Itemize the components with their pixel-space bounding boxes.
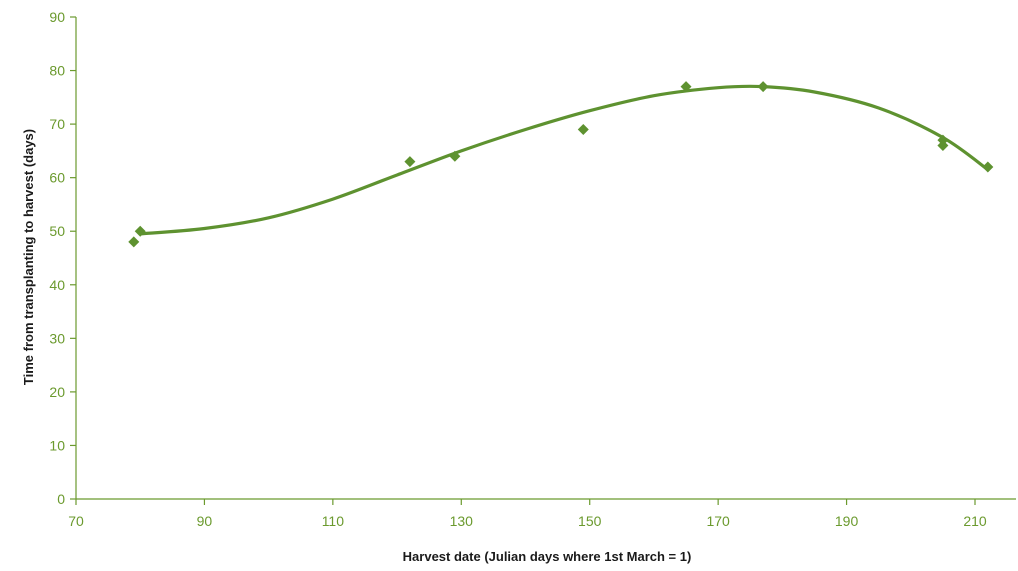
- y-axis-title: Time from transplanting to harvest (days…: [21, 129, 36, 385]
- data-point: [757, 81, 769, 93]
- data-point: [982, 161, 994, 173]
- data-point: [404, 156, 416, 168]
- data-point: [449, 150, 461, 162]
- x-tick-label: 130: [450, 513, 474, 529]
- trendline-layer: [138, 84, 990, 236]
- x-tick-label: 90: [197, 513, 213, 529]
- x-tick-label: 150: [578, 513, 602, 529]
- data-points: [128, 81, 994, 248]
- x-tick-label: 70: [68, 513, 84, 529]
- axes: [70, 16, 1016, 505]
- trendline: [138, 84, 990, 236]
- y-tick-label: 40: [49, 277, 65, 293]
- y-tick-label: 80: [49, 63, 65, 79]
- data-point: [128, 236, 140, 248]
- y-tick-label: 10: [49, 437, 65, 453]
- x-tick-label: 210: [963, 513, 987, 529]
- x-tick-label: 110: [322, 513, 345, 529]
- x-tick-label: 190: [835, 513, 859, 529]
- y-tick-label: 20: [49, 384, 65, 400]
- data-point: [680, 81, 692, 93]
- data-point: [577, 123, 589, 135]
- y-tick-label: 0: [57, 491, 65, 507]
- tick-labels: 0 10 20 30 40 50 60 70 80 90 70 90 110 130 150 170 190 21…: [49, 9, 986, 529]
- y-tick-label: 70: [49, 116, 65, 132]
- x-axis-title: Harvest date (Julian days where 1st Marc…: [403, 549, 692, 564]
- y-tick-label: 30: [49, 330, 65, 346]
- y-tick-label: 50: [49, 223, 65, 239]
- y-tick-label: 90: [49, 9, 65, 25]
- y-tick-label: 60: [49, 170, 65, 186]
- x-tick-label: 170: [706, 513, 730, 529]
- data-point: [134, 225, 146, 237]
- data-point: [937, 140, 949, 152]
